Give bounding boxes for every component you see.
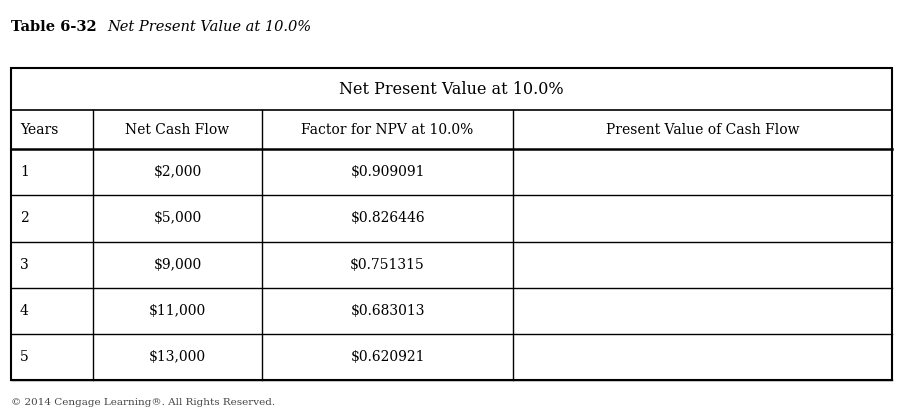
Text: Net Present Value at 10.0%: Net Present Value at 10.0% bbox=[107, 20, 311, 34]
Text: $9,000: $9,000 bbox=[153, 258, 201, 271]
Text: Present Value of Cash Flow: Present Value of Cash Flow bbox=[605, 123, 798, 137]
Text: Years: Years bbox=[20, 123, 58, 137]
Text: $11,000: $11,000 bbox=[149, 304, 206, 317]
Text: 3: 3 bbox=[20, 258, 29, 271]
Text: $0.909091: $0.909091 bbox=[350, 166, 424, 179]
Text: $0.620921: $0.620921 bbox=[350, 350, 424, 364]
Text: $0.683013: $0.683013 bbox=[350, 304, 424, 317]
Text: 1: 1 bbox=[20, 166, 29, 179]
Text: © 2014 Cengage Learning®. All Rights Reserved.: © 2014 Cengage Learning®. All Rights Res… bbox=[11, 398, 274, 407]
Text: $2,000: $2,000 bbox=[153, 166, 201, 179]
Text: 2: 2 bbox=[20, 212, 29, 225]
Text: $5,000: $5,000 bbox=[153, 212, 201, 225]
Text: Net Present Value at 10.0%: Net Present Value at 10.0% bbox=[339, 81, 563, 98]
Text: Table 6-32: Table 6-32 bbox=[11, 20, 97, 34]
Text: Factor for NPV at 10.0%: Factor for NPV at 10.0% bbox=[301, 123, 474, 137]
Bar bbox=[11, 68, 891, 380]
Text: 5: 5 bbox=[20, 350, 29, 364]
Text: 4: 4 bbox=[20, 304, 29, 317]
Text: Net Cash Flow: Net Cash Flow bbox=[125, 123, 229, 137]
Text: $0.826446: $0.826446 bbox=[350, 212, 425, 225]
Text: $13,000: $13,000 bbox=[149, 350, 206, 364]
Text: $0.751315: $0.751315 bbox=[350, 258, 425, 271]
